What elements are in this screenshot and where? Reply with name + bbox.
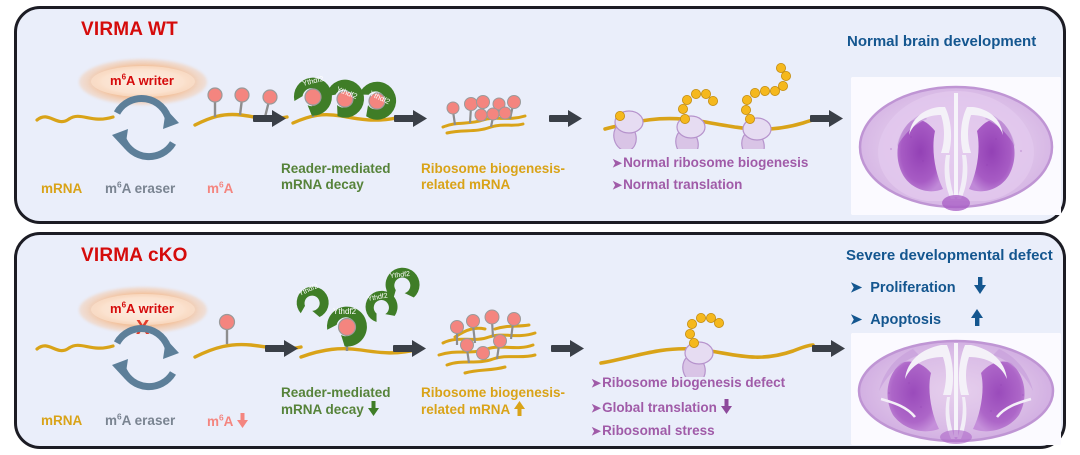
panel-title-cko: VIRMA cKO <box>81 245 188 266</box>
flow-arrow-right-icon-wt-2 <box>394 110 427 127</box>
accumulated-mrna-tangle-cko <box>437 309 537 375</box>
up-arrow-icon <box>513 401 525 416</box>
panel-virma-wt: VIRMA WT m6A writer <box>14 6 1066 224</box>
flow-arrow-right-icon-cko-3 <box>551 340 584 357</box>
stage-label-ribosome-mrna-cko: Ribosome biogenesis- related mRNA <box>421 385 566 417</box>
chevron-right-bullet-icon: ➤ <box>612 178 623 192</box>
up-arrow-icon <box>971 309 984 326</box>
chevron-right-bullet-icon: ➤ <box>850 280 863 296</box>
chevron-right-bullet-icon: ➤ <box>612 156 623 170</box>
bullet-wt-0: ➤Normal ribosome biogenesis <box>612 155 809 170</box>
embryonic-brain-section-image-cko <box>851 333 1061 445</box>
ythdf2-unbound-cko: Ythdf2 Ythdf2 Ythdf2 Ythdf2 <box>296 267 421 359</box>
circular-cycle-arrow-icon-wt <box>112 94 179 161</box>
stage-label-reader-decay-cko: Reader-mediated mRNA decay <box>281 385 391 417</box>
down-arrow-icon <box>720 399 732 414</box>
mrna-strand-left-cko <box>35 343 115 353</box>
embryonic-brain-section-image-wt <box>851 77 1061 215</box>
legend-mrna-wt: mRNA <box>41 181 83 196</box>
panel-title-wt: VIRMA WT <box>81 19 178 40</box>
down-arrow-icon <box>236 413 248 428</box>
legend-m6a-eraser-cko: m6A eraser <box>105 411 176 428</box>
flow-arrow-right-icon-wt-1 <box>253 110 286 127</box>
stage-label-ribosome-mrna-wt: Ribosome biogenesis- related mRNA <box>421 161 566 192</box>
m6a-writer-core-cko <box>91 294 195 325</box>
legend-m6a-wt: m6A <box>207 179 234 196</box>
flow-arrow-right-icon-wt-3 <box>549 110 582 127</box>
m6a-writer-core-wt <box>91 66 195 97</box>
chevron-right-bullet-icon: ➤ <box>850 312 863 328</box>
bullet-cko-0: ➤Ribosome biogenesis defect <box>591 375 786 390</box>
ythdf2-label: Ythdf2 <box>333 307 357 316</box>
bullet-cko-2: ➤Ribosomal stress <box>591 423 715 438</box>
flow-arrow-right-icon-cko-1 <box>265 340 298 357</box>
flow-arrow-right-icon-wt-4 <box>810 110 843 127</box>
bullet-wt-1: ➤Normal translation <box>612 177 743 192</box>
monosome-reduced-translation-cko <box>599 312 815 377</box>
chevron-right-bullet-icon: ➤ <box>591 424 602 438</box>
stage-label-reader-decay-wt: Reader-mediated mRNA decay <box>281 161 391 192</box>
m6a-writer-label-cko: m6A writer <box>110 300 174 316</box>
polysome-normal-translation-wt <box>603 63 831 149</box>
m6a-writer-label-wt: m6A writer <box>110 72 174 88</box>
down-arrow-icon <box>973 277 986 294</box>
result-heading-wt: Normal brain development <box>847 33 1037 50</box>
ythdf2-label: Ythdf2 <box>389 271 410 280</box>
legend-m6a-cko: m6A <box>207 413 248 429</box>
bullet-cko-1: ➤Global translation <box>591 399 732 415</box>
methylated-mrna-wt <box>193 87 289 127</box>
ythdf2-label: Ythdf2 <box>367 293 388 303</box>
result-heading-cko: Severe developmental defect <box>846 247 1053 264</box>
circular-cycle-arrow-icon-cko <box>112 324 179 391</box>
result-item-proliferation: ➤ Proliferation <box>850 277 986 296</box>
flow-arrow-right-icon-cko-2 <box>393 340 426 357</box>
legend-m6a-eraser-wt: m6A eraser <box>105 179 176 196</box>
flow-arrow-right-icon-cko-4 <box>812 340 845 357</box>
legend-mrna-cko: mRNA <box>41 413 83 428</box>
mrna-strand-left-wt <box>35 114 115 124</box>
chevron-right-bullet-icon: ➤ <box>591 401 602 415</box>
ythdf2-bound-mrna-wt: Ythdf2 Ythdf2 Ythdf2 <box>291 74 403 125</box>
down-arrow-icon <box>367 401 379 416</box>
panel-virma-cko: VIRMA cKO m6A writer X <box>14 232 1066 449</box>
result-item-apoptosis: ➤ Apoptosis <box>850 309 984 328</box>
chevron-right-bullet-icon: ➤ <box>591 376 602 390</box>
ribosome-biogenesis-mrna-cluster-wt <box>441 95 527 135</box>
